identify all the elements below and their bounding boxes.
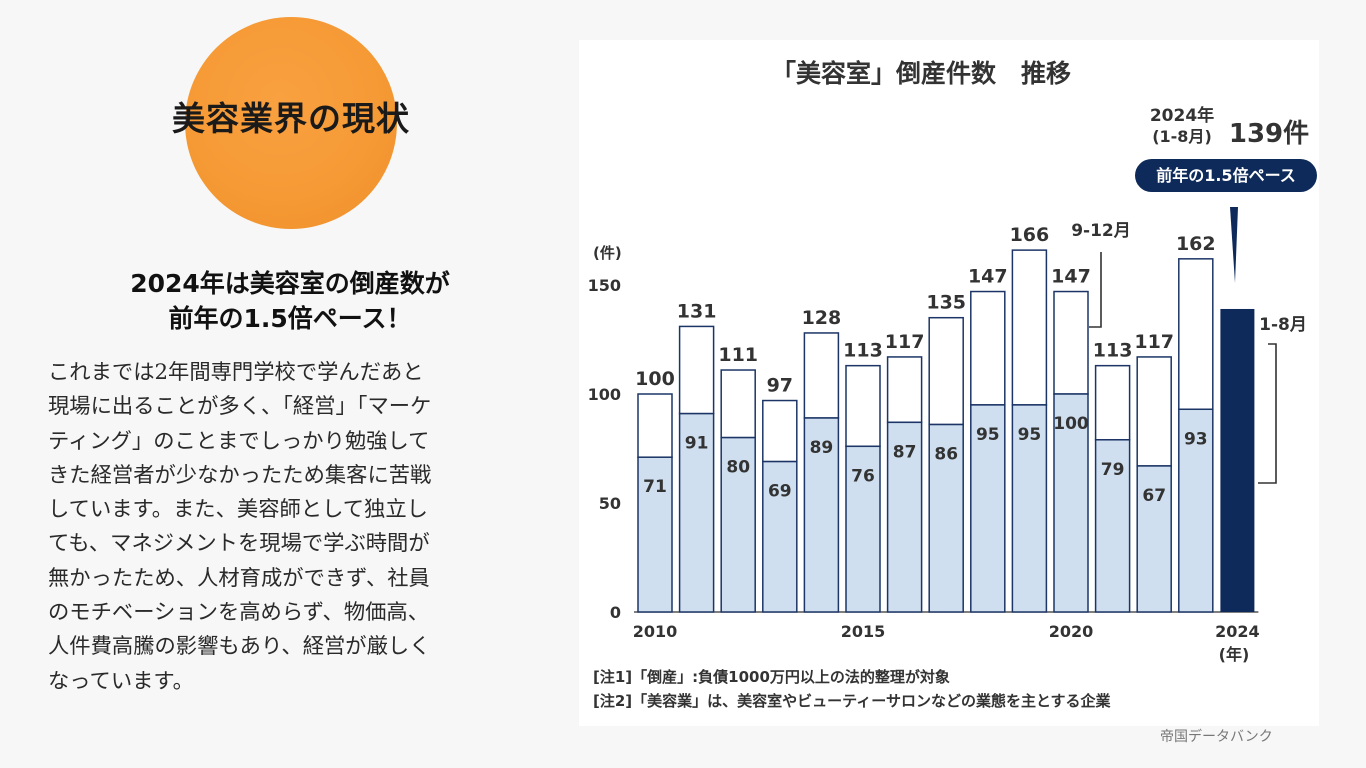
bar-total-label: 113 (843, 340, 883, 362)
bar-upper-segment (1136, 356, 1172, 467)
bar-lower-segment (1136, 465, 1172, 613)
bar-upper-segment (720, 369, 756, 439)
bar-upper-segment (970, 290, 1006, 406)
bar-total-label: 162 (1176, 233, 1216, 255)
bar-total-label: 135 (926, 292, 966, 314)
bar-lower-segment (886, 421, 923, 613)
bar-total-label: 111 (718, 344, 758, 366)
bar-upper-segment (1053, 290, 1089, 395)
bar-upper-segment (803, 332, 840, 419)
chart-title: 「美容室」倒産件数 推移 (771, 59, 1071, 88)
x-tick-label: 2024 (1215, 622, 1260, 641)
headline-line-2: 前年の1.5倍ペース！ (168, 304, 412, 333)
bar-upper-segment (928, 316, 964, 426)
bar-upper-segment (886, 356, 923, 424)
body-line: 現場に出ることが多く、「経営」「マーケ (48, 394, 432, 420)
note-2: [注2]「美容業」は、美容室やビューティーサロンなどの業態を主とする企業 (593, 692, 1112, 710)
bar-total-label: 97 (767, 375, 793, 397)
y-tick-label: 150 (588, 276, 621, 295)
body-line: 無かったため、人材育成ができず、社員 (48, 565, 430, 591)
bar-total-label: 117 (1134, 331, 1174, 353)
bar-upper-segment (762, 399, 798, 463)
headline-line-1: 2024年は美容室の倒産数が (130, 269, 450, 298)
bar-lower-segment (1011, 404, 1048, 613)
bar-inner-label: 87 (893, 442, 917, 462)
body-line: しています。また、美容師として独立し (48, 497, 428, 523)
x-tick-label: 2010 (633, 622, 678, 641)
bar-upper-segment (1011, 249, 1048, 406)
headline: 2024年は美容室の倒産数が 前年の1.5倍ペース！ (48, 266, 532, 336)
period-label-1-8: 1-8月 (1259, 315, 1307, 335)
body-line: きた経営者が少なかったため集客に苦戦 (48, 462, 432, 488)
bracket-1-8 (1258, 343, 1277, 484)
bar-inner-label: 76 (851, 466, 875, 486)
bar-lower-segment (1053, 393, 1089, 613)
bar-lower-segment (845, 445, 881, 613)
bar-inner-label: 93 (1184, 429, 1208, 449)
callout-year: 2024年 (1150, 105, 1214, 126)
callout-badge-bg (1135, 159, 1317, 192)
bar-total-label: 117 (885, 331, 925, 353)
callout-badge-text: 前年の1.5倍ペース (1156, 166, 1296, 185)
bar-inner-label: 91 (685, 434, 709, 454)
bar-total-label: 166 (1010, 224, 1050, 246)
bar-upper-segment (845, 364, 881, 448)
bar-lower-segment (803, 417, 840, 613)
bar-inner-label: 95 (1018, 425, 1042, 445)
bar-lower-segment (1178, 408, 1214, 613)
y-tick-label: 100 (588, 385, 621, 404)
bar-inner-label: 86 (934, 445, 958, 465)
note-1: [注1]「倒産」:負債1000万円以上の法的整理が対象 (593, 668, 950, 686)
bar-upper-segment (1094, 364, 1131, 441)
x-tick-label: 2015 (841, 622, 886, 641)
bar-inner-label: 79 (1101, 460, 1125, 480)
bar-2024-jan-aug (1220, 308, 1255, 612)
body-line: ても、マネジメントを現場で学ぶ時間が (48, 531, 430, 557)
bar-lower-segment (637, 456, 673, 613)
y-axis-unit-label: (件) (593, 244, 622, 262)
bar-inner-label: 71 (643, 477, 667, 497)
bar-total-label: 147 (968, 266, 1008, 288)
section-title: 美容業界の現状 (172, 99, 410, 138)
decorative-orange-circle (185, 17, 397, 229)
callout-period: (1-8月) (1152, 127, 1212, 146)
bar-inner-label: 67 (1142, 486, 1166, 506)
bar-total-label: 131 (677, 300, 717, 322)
bar-total-label: 113 (1093, 340, 1133, 362)
bar-lower-segment (720, 436, 756, 613)
bar-lower-segment (762, 460, 798, 613)
source-credit: 帝国データバンク (1160, 729, 1273, 745)
period-label-9-12: 9-12月 (1071, 221, 1131, 241)
body-line: 人件費高騰の影響もあり、経営が厳しく (48, 634, 431, 660)
bar-total-label: 147 (1051, 266, 1091, 288)
bracket-9-12 (1089, 252, 1102, 328)
bar-upper-segment (1178, 258, 1214, 411)
y-tick-label: 0 (610, 603, 621, 622)
body-line: のモチベーションを高めらず、物価高、 (48, 600, 430, 626)
bar-inner-label: 89 (810, 438, 834, 458)
x-axis-unit-label: (年) (1219, 645, 1250, 664)
callout-pointer (1230, 207, 1238, 283)
x-tick-label: 2020 (1049, 622, 1094, 641)
bar-total-label: 128 (802, 307, 842, 329)
bankruptcy-chart-panel: 「美容室」倒産件数 推移 (件) (年) 0 50 100 150 2010 2015 20… (579, 40, 1319, 726)
bar-upper-segment (678, 325, 715, 415)
body-line: ティング」のことまでしっかり勉強して (48, 428, 430, 454)
callout-value: 139件 (1229, 119, 1309, 149)
bar-inner-label: 95 (976, 425, 1000, 445)
bankruptcy-bar-chart: 「美容室」倒産件数 推移 (件) (年) 0 50 100 150 2010 2015 20… (588, 59, 1317, 710)
body-line: これまでは2年間専門学校で学んだあと (48, 360, 424, 385)
y-tick-label: 50 (599, 494, 621, 513)
bar-lower-segment (678, 412, 715, 613)
bar-total-label: 100 (635, 368, 675, 390)
body-paragraph: これまでは2年間専門学校で学んだあと 現場に出ることが多く、「経営」「マーケ テ… (48, 356, 532, 699)
body-line: なっています。 (48, 668, 194, 694)
bar-inner-label: 80 (726, 458, 750, 478)
bar-lower-segment (928, 423, 964, 613)
bar-lower-segment (970, 404, 1006, 613)
bar-upper-segment (637, 393, 673, 458)
bar-inner-label: 100 (1053, 414, 1089, 434)
bar-lower-segment (1094, 439, 1131, 613)
bar-inner-label: 69 (768, 482, 792, 502)
